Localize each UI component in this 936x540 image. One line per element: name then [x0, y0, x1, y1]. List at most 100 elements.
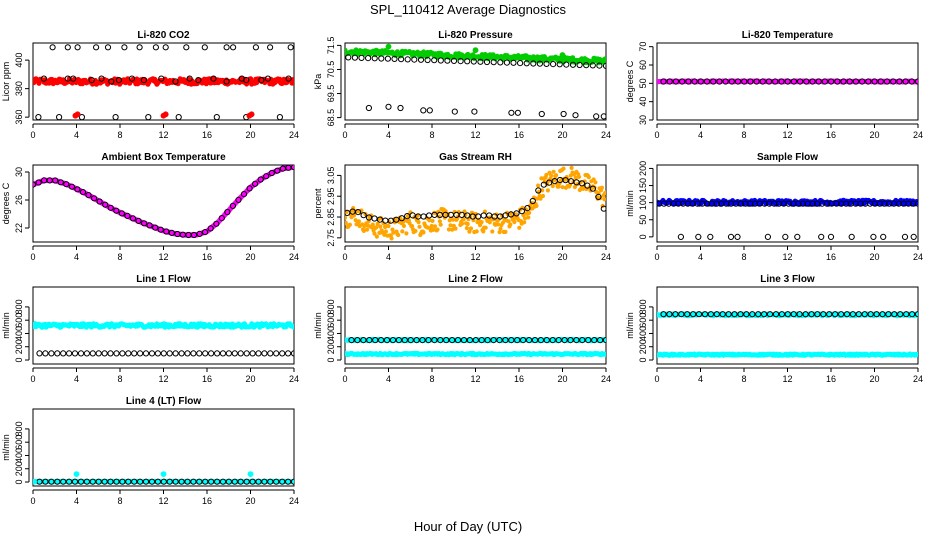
- li-820-pressure-xtick-label: 20: [557, 130, 567, 140]
- line-3-flow-series-2: [660, 311, 918, 318]
- li-820-pressure-point: [358, 54, 365, 62]
- gas-stream-rh-point: [595, 193, 602, 200]
- li-820-co2-ylabel: Licor ppm: [1, 62, 11, 102]
- gas-stream-rh-point: [571, 172, 577, 177]
- line-2-flow-point: [579, 337, 586, 344]
- line-2-flow-ytick-label: 800: [326, 299, 336, 314]
- line-4-lt-flow-point: [225, 478, 232, 485]
- gas-stream-rh-point: [522, 220, 527, 225]
- line-3-flow-point: [678, 311, 685, 318]
- line-3-flow-point: [879, 311, 886, 318]
- ambient-box-temperature-point: [85, 192, 92, 199]
- li-820-pressure-point: [538, 110, 545, 118]
- ambient-box-temperature-point: [118, 210, 126, 217]
- line-1-flow-point: [178, 350, 185, 357]
- line-1-flow-series-0: [33, 321, 294, 330]
- ambient-box-temperature-point: [91, 195, 98, 202]
- sample-flow-point: [734, 233, 741, 240]
- li-820-temperature-xtick-label: 16: [826, 130, 836, 140]
- line-1-flow-point: [119, 350, 126, 357]
- gas-stream-rh-point: [526, 215, 531, 220]
- li-820-pressure-point: [510, 59, 517, 66]
- line-4-lt-flow-ytick-label: 400: [14, 448, 24, 463]
- gas-stream-rh-point: [535, 187, 542, 194]
- gas-stream-rh-point: [393, 216, 400, 223]
- li-820-pressure-series-2: [365, 103, 606, 120]
- li-820-pressure-point: [576, 61, 583, 69]
- line-1-flow-point: [290, 350, 294, 357]
- li-820-temperature-ylabel: degrees C: [625, 60, 635, 102]
- li-820-temperature-xtick-label: 20: [869, 130, 879, 140]
- line-4-lt-flow-xtick-label: 12: [158, 496, 168, 506]
- line-4-lt-flow-xtick-label: 20: [245, 496, 255, 506]
- line-2-flow-xtick-label: 0: [342, 374, 347, 384]
- panel-line-2-flow: Line 2 Flow 0 4 8 12 16 20 24 0 200400600800ml/mi…: [313, 274, 611, 384]
- ambient-box-temperature-point: [113, 207, 120, 214]
- panel-line-4-lt-flow: Line 4 (LT) Flow 0 4 8 12 16 20 24 0 200400600800…: [1, 396, 299, 506]
- ambient-box-temperature-point: [96, 198, 103, 205]
- line-3-flow-point: [873, 311, 880, 318]
- li-820-temperature-xtick-label: 8: [741, 130, 746, 140]
- line-2-flow-point: [549, 337, 556, 344]
- li-820-temperature-point: [672, 78, 680, 85]
- gas-stream-rh-point: [602, 197, 606, 202]
- gas-stream-rh-point: [432, 224, 438, 229]
- gas-stream-rh-ytick-label: 2.95: [326, 187, 336, 205]
- line-3-flow-point: [684, 311, 691, 318]
- gas-stream-rh-point: [513, 210, 520, 217]
- line-2-flow-point: [526, 337, 533, 344]
- line-3-flow-point: [660, 311, 667, 318]
- ambient-box-temperature-xtick-label: 20: [245, 252, 255, 262]
- li-820-pressure-series-0: [345, 47, 606, 66]
- sample-flow-point: [901, 233, 909, 240]
- gas-stream-rh-point: [524, 205, 531, 212]
- li-820-pressure-point: [417, 56, 425, 63]
- line-4-lt-flow-ytick-label: 200: [14, 461, 24, 476]
- line-1-flow-point: [219, 350, 227, 357]
- line-3-flow-plot-frame: [656, 286, 919, 365]
- line-4-lt-flow-point: [279, 478, 286, 485]
- gas-stream-rh-point: [551, 169, 556, 174]
- gas-stream-rh-point: [371, 215, 378, 222]
- li-820-pressure-point: [365, 104, 372, 112]
- li-820-co2-ytick-label: 360: [14, 110, 24, 125]
- line-4-lt-flow-point: [214, 478, 221, 485]
- li-820-co2-point: [140, 77, 147, 84]
- ambient-box-temperature-ytick-label: 30: [14, 167, 24, 177]
- gas-stream-rh-xtick-label: 0: [342, 252, 347, 262]
- gas-stream-rh-point: [518, 208, 526, 215]
- ambient-box-temperature-series-1: [33, 165, 294, 239]
- gas-stream-rh-xtick-label: 16: [514, 252, 524, 262]
- li-820-temperature-point: [703, 78, 711, 85]
- line-3-flow-point: [832, 311, 839, 318]
- li-820-pressure-marks: [345, 43, 606, 120]
- li-820-pressure-series-1: [345, 54, 606, 69]
- line-1-flow-point: [60, 350, 67, 357]
- gas-stream-rh-point: [365, 227, 370, 232]
- line-1-flow-point: [243, 350, 250, 357]
- line-4-lt-flow-point: [77, 478, 85, 485]
- line-2-flow-point: [395, 337, 402, 344]
- li-820-pressure-point: [470, 58, 477, 65]
- li-820-temperature-marks: [657, 78, 918, 85]
- gas-stream-rh-point: [389, 236, 394, 241]
- line-1-flow-point: [291, 324, 294, 330]
- gas-stream-rh-point: [540, 181, 547, 188]
- gas-stream-rh-point: [468, 226, 474, 231]
- line-2-flow-series-2: [348, 337, 606, 344]
- ambient-box-temperature-point: [190, 231, 198, 239]
- li-820-temperature-ytick-label: 70: [638, 42, 648, 52]
- line-3-flow-point: [808, 311, 815, 318]
- li-820-pressure-point: [536, 60, 544, 67]
- line-2-flow-point: [383, 337, 391, 344]
- li-820-co2-point: [128, 75, 136, 82]
- li-820-temperature-point: [865, 78, 872, 85]
- li-820-co2-point: [40, 75, 48, 82]
- line-2-flow-xtick-label: 16: [514, 374, 524, 384]
- line-2-flow-point: [413, 337, 420, 344]
- ambient-box-temperature-xtick-label: 0: [30, 252, 35, 262]
- gas-stream-rh-point: [586, 175, 591, 180]
- line-1-flow-point: [42, 350, 49, 357]
- line-1-flow-point: [190, 350, 197, 357]
- li-820-pressure-point: [424, 56, 431, 64]
